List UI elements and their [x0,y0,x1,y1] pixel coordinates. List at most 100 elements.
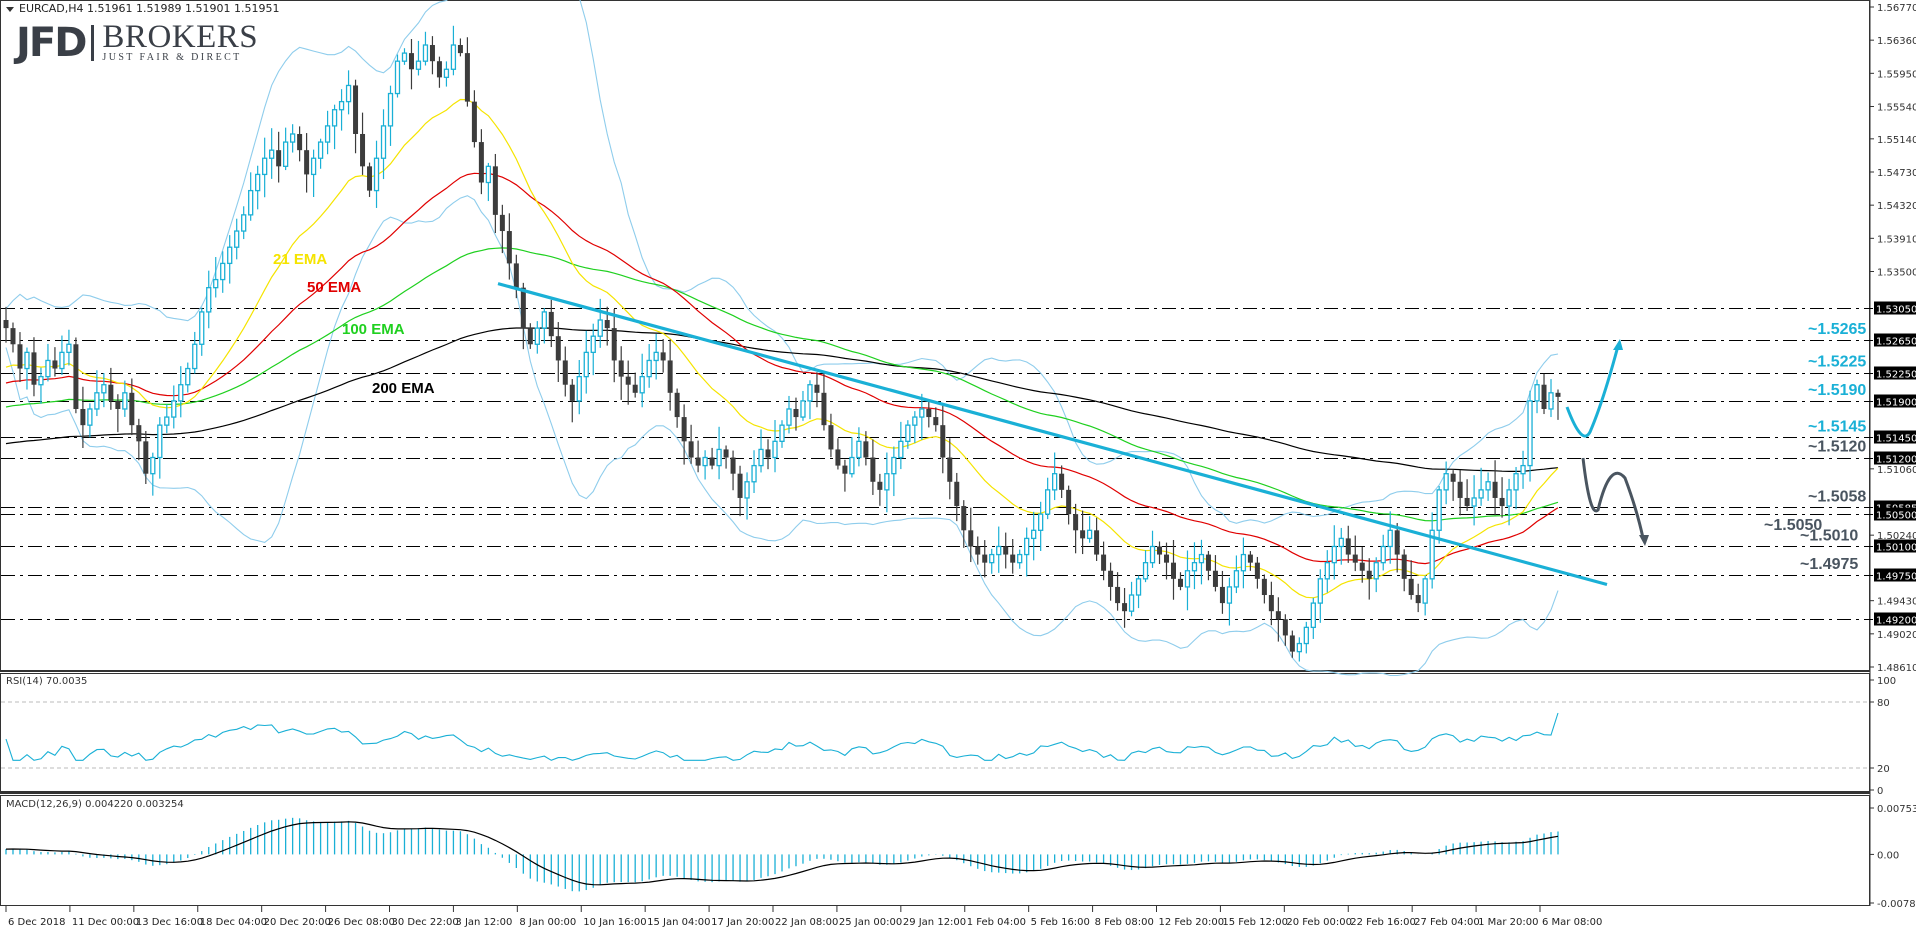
rsi-tick-label: 0 [1877,786,1883,797]
ema-label: 100 EMA [342,321,405,338]
logo-divider [91,25,95,61]
rsi-tick-label: 80 [1877,698,1890,709]
time-tick-label: 27 Feb 04:00 [1414,917,1480,928]
arrow-down-icon [1639,535,1649,546]
price-tag [1874,451,1916,465]
bollinger-lower [5,195,1559,677]
price-tick-label: 1.54320 [1877,201,1916,212]
ema-label: 50 EMA [307,279,361,296]
symbol-ohlc: EURCAD,H4 1.51961 1.51989 1.51901 1.5195… [19,2,280,15]
bearish-scenario-arrow [1581,457,1645,539]
price-tag-label: 1.50100 [1876,543,1916,554]
price-tag [1874,333,1916,347]
price-tag-label: 1.53050 [1876,305,1916,316]
time-tick-label: 1 Feb 04:00 [967,917,1026,928]
price-annotation: ~1.5050 [1764,517,1822,534]
macd-signal-line [5,821,1559,886]
price-tag-label: 1.52650 [1876,337,1916,348]
rsi-label: RSI(14) 70.0035 [6,676,88,687]
price-tick-label: 1.51060 [1877,465,1916,476]
price-tag [1874,507,1916,521]
ema50-line [5,172,1559,565]
time-tick-label: 26 Dec 08:00 [328,917,395,928]
time-tick-label: 29 Jan 12:00 [903,917,966,928]
rsi-panel[interactable]: 100 80 20 0 [1,676,1896,797]
macd-tick-label: -0.007885 [1877,899,1916,910]
price-annotation: ~1.5010 [1800,527,1858,544]
time-tick-label: 15 Feb 12:00 [1222,917,1288,928]
logo-name: BROKERS [102,19,259,55]
price-tag-label: 1.49200 [1876,616,1916,627]
time-tick-label: 8 Jan 00:00 [519,917,576,928]
logo-text: BROKERS JUST FAIR & DIRECT [102,19,259,64]
candlesticks [3,25,1561,662]
price-annotation: ~1.5145 [1808,418,1866,435]
price-tick-label: 1.53910 [1877,234,1916,245]
time-tick-label: 20 Feb 00:00 [1286,917,1352,928]
panel-frames [0,0,1870,906]
price-tag-label: 1.51900 [1876,398,1916,409]
time-tick-label: 30 Dec 22:00 [392,917,459,928]
price-tag-label: 1.51450 [1876,434,1916,445]
price-tag [1874,394,1916,408]
ema100-line [5,247,1559,522]
macd-label: MACD(12,26,9) 0.004220 0.003254 [6,799,184,810]
price-annotation: ~1.5190 [1808,382,1866,399]
price-tag [1874,539,1916,553]
time-tick-label: 8 Feb 08:00 [1095,917,1154,928]
price-tag [1874,301,1916,315]
time-tick-label: 11 Dec 00:00 [72,917,139,928]
bullish-scenario-arrow [1565,345,1620,438]
price-annotation: ~1.5265 [1808,321,1866,338]
time-tick-label: 10 Jan 16:00 [583,917,646,928]
ema-labels: 21 EMA 50 EMA 100 EMA 200 EMA [273,251,435,397]
price-tick-label: 1.53500 [1877,267,1916,278]
price-tick-label: 1.55950 [1877,69,1916,80]
descending-trendline[interactable] [497,282,1608,587]
price-tick-label: 1.55140 [1877,135,1916,146]
macd-panel[interactable]: 0.007531 0.00 -0.007885 [5,804,1916,910]
time-tick-label: 17 Jan 20:00 [711,917,774,928]
ema-label: 200 EMA [372,380,435,397]
time-tick-label: 22 Jan 08:00 [775,917,838,928]
macd-tick-label: 0.007531 [1877,804,1916,815]
rsi-tick-label: 100 [1877,676,1896,687]
price-tag-label: 1.50500 [1876,511,1916,522]
price-axis[interactable]: 1.56770 1.56360 1.55950 1.55540 1.55140 1.547… [1869,0,1916,906]
ema21-line [5,98,1559,599]
ema-label: 21 EMA [273,251,327,268]
price-tick-label: 1.54730 [1877,168,1916,179]
price-tag [1874,430,1916,444]
symbol-header[interactable]: EURCAD,H4 1.51961 1.51989 1.51901 1.5195… [6,2,279,15]
time-tick-label: 15 Jan 04:00 [647,917,710,928]
time-tick-label: 20 Dec 20:00 [264,917,331,928]
price-tick-label: 1.56770 [1877,3,1916,14]
time-tick-label: 25 Jan 00:00 [839,917,902,928]
price-annotation: ~1.5058 [1808,489,1866,506]
price-tag [1874,366,1916,380]
arrow-up-icon [1613,339,1623,350]
horizontal-levels: 1.53050 1.52650 1.52250 1.51900 1.51450 1.512… [1,301,1916,627]
time-tick-label: 3 Jan 12:00 [455,917,512,928]
price-annotation: ~1.5120 [1808,439,1866,456]
broker-logo: JFD BROKERS JUST FAIR & DIRECT [16,19,259,66]
logo-mark: JFD [16,20,87,66]
price-tag [1874,612,1916,626]
price-tick-label: 1.56360 [1877,36,1916,47]
price-annotation: ~1.5225 [1808,354,1866,371]
price-tick-label: 1.48610 [1877,663,1916,674]
price-tick-label: 1.55540 [1877,102,1916,113]
dropdown-triangle-icon[interactable] [6,6,14,12]
time-tick-label: 6 Mar 08:00 [1542,917,1602,928]
price-tick-label: 1.50240 [1877,531,1916,542]
time-tick-label: 22 Feb 16:00 [1350,917,1416,928]
price-tag-label: 1.51200 [1876,455,1916,466]
ema200-line [5,327,1559,472]
time-tick-label: 5 Feb 16:00 [1031,917,1090,928]
bollinger-upper [5,0,1559,524]
macd-tick-label: 0.00 [1877,850,1899,861]
time-tick-label: 6 Dec 2018 [8,917,66,928]
price-tick-label: 1.49430 [1877,597,1916,608]
